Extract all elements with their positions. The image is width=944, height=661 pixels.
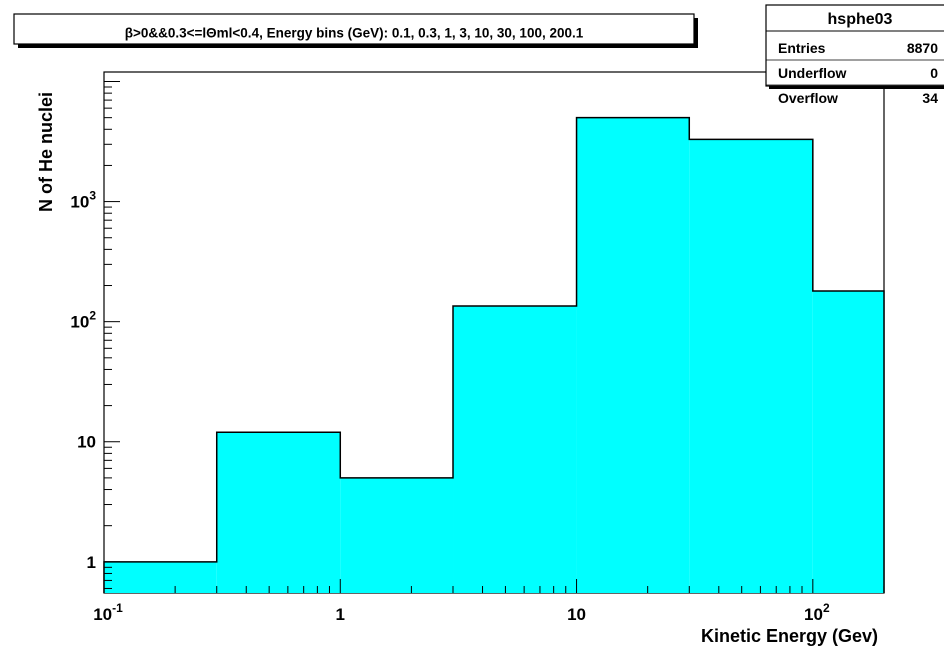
histogram-bar <box>576 117 690 593</box>
stats-box-title: hsphe03 <box>828 11 893 28</box>
histogram-bar <box>340 477 454 593</box>
title-box: β>0&&0.3<=lΘml<0.4, Energy bins (GeV): 0… <box>13 13 698 48</box>
y-tick-label: 10 <box>77 433 96 452</box>
histogram-bar <box>689 139 813 594</box>
stats-row-label: Overflow <box>778 90 838 106</box>
stats-row-label: Entries <box>778 40 826 56</box>
stats-row-value: 0 <box>930 65 938 81</box>
x-axis-label: Kinetic Energy (Gev) <box>701 626 878 646</box>
stats-row-value: 34 <box>922 90 938 106</box>
axes: 10-1 1 10 102 1 10 102 103 <box>70 81 885 624</box>
histogram-bars <box>104 117 884 594</box>
histogram-outline <box>103 116 885 593</box>
stats-row-label: Underflow <box>778 65 847 81</box>
histogram-bar <box>812 291 884 593</box>
histogram-bar <box>453 306 577 593</box>
stats-box: hsphe03 Entries 8870 Underflow 0 Overflow 34 <box>765 4 944 106</box>
y-tick-label: 102 <box>70 309 96 332</box>
y-axis-label: N of He nuclei <box>36 92 56 212</box>
chart-title: β>0&&0.3<=lΘml<0.4, Energy bins (GeV): 0… <box>125 26 584 41</box>
x-tick-label: 1 <box>336 605 345 624</box>
stats-row-value: 8870 <box>907 40 938 56</box>
histogram-bar <box>216 432 341 593</box>
histogram-bar <box>104 561 217 593</box>
x-tick-label: 10 <box>567 605 586 624</box>
x-tick-label: 102 <box>804 601 830 624</box>
x-tick-label: 10-1 <box>93 601 123 624</box>
y-tick-label: 1 <box>87 553 96 572</box>
y-tick-label: 103 <box>70 189 96 212</box>
